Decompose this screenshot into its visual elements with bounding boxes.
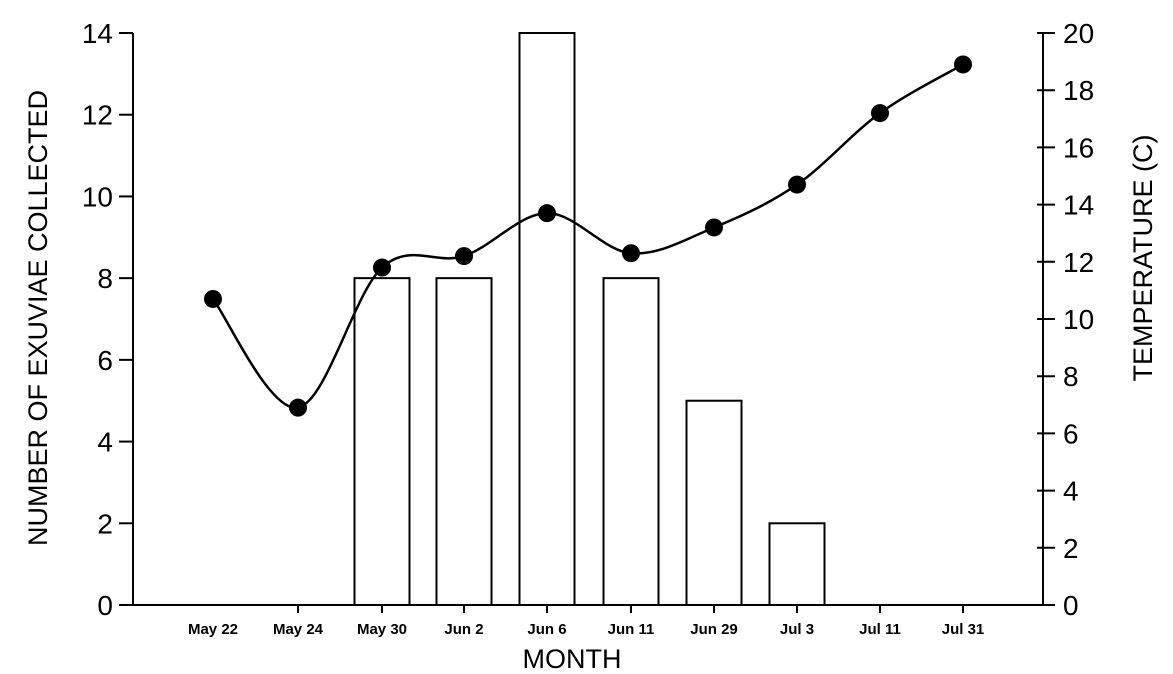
bar-jun-6 [518,32,576,606]
x-axis-title: MONTH [523,644,622,674]
right-tick-label-6: 6 [1063,418,1079,449]
right-tick-label-2: 2 [1063,533,1079,564]
left-tick-label-8: 8 [97,263,113,294]
left-tick-label-2: 2 [97,508,113,539]
left-tick-label-4: 4 [97,427,113,458]
bar-may-30 [353,277,411,606]
category-label-jul-31: Jul 31 [942,621,985,638]
category-label-jul-3: Jul 3 [780,621,814,638]
left-tick-label-14: 14 [82,18,113,49]
bar-jul-3 [768,522,826,606]
right-tick-label-14: 14 [1063,190,1094,221]
temperature-point-jun-11 [622,244,640,263]
right-tick-label-16: 16 [1063,132,1094,163]
right-tick-label-10: 10 [1063,304,1094,335]
temperature-point-jul-31 [954,55,972,74]
y-axis-title: NUMBER OF EXUVIAE COLLECTED [23,90,53,546]
category-label-jun-2: Jun 2 [444,621,483,638]
temperature-point-jun-2 [455,247,473,266]
temperature-series [204,55,972,417]
temperature-point-may-30 [373,258,391,277]
temperature-point-may-22 [204,289,222,308]
left-tick-label-12: 12 [82,100,113,131]
category-labels: May 22 May 24 May 30 Jun 2 Jun 6 Jun 11 Jun 29… [188,605,984,638]
temperature-point-jul-11 [871,104,889,123]
right-tick-label-18: 18 [1063,75,1094,106]
bar-jun-29 [685,399,743,607]
right-tick-label-12: 12 [1063,247,1094,278]
category-label-jul-11: Jul 11 [859,621,901,638]
right-tick-label-4: 4 [1063,476,1079,507]
temperature-point-jun-6 [538,204,556,223]
right-tick-label-20: 20 [1063,18,1094,49]
left-tick-label-10: 10 [82,181,113,212]
temperature-point-jul-3 [788,175,806,194]
category-label-jun-6: Jun 6 [527,621,566,638]
y2-axis-title: TEMPERATURE (C) [1128,135,1158,382]
category-label-jun-11: Jun 11 [608,621,655,638]
category-label-jun-29: Jun 29 [690,621,738,638]
right-axis-ticks: 0 2 4 6 8 10 12 14 16 18 20 [1037,18,1094,621]
temperature-point-jun-29 [705,218,723,237]
temperature-point-may-24 [289,398,307,417]
bars [353,32,826,607]
temperature-line [212,63,964,409]
category-label-may-22: May 22 [188,621,238,638]
category-label-may-30: May 30 [357,621,407,638]
right-tick-label-0: 0 [1063,590,1079,621]
category-label-may-24: May 24 [273,621,324,638]
left-tick-label-0: 0 [97,590,113,621]
left-axis-ticks: 0 2 4 6 8 10 12 14 [82,18,133,621]
bar-jun-2 [435,277,493,606]
right-tick-label-8: 8 [1063,361,1079,392]
axes [132,33,1044,606]
left-tick-label-6: 6 [97,345,113,376]
bar-jun-11 [602,277,660,606]
